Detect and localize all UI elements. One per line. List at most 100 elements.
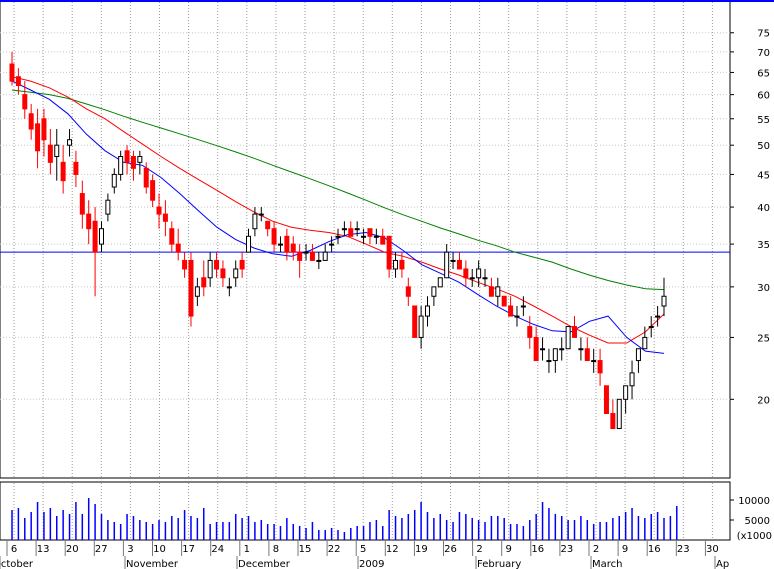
day-tick-label: 1 [244, 544, 250, 555]
candle-body [380, 235, 386, 245]
candle-body [98, 228, 104, 245]
day-tick-label: 9 [622, 544, 628, 555]
candle-body [482, 277, 488, 280]
month-label: December [238, 559, 291, 569]
candle-body [130, 156, 136, 169]
candle-body [265, 220, 271, 230]
candle-body [642, 336, 648, 350]
candle-body [514, 315, 520, 318]
candle-body [386, 235, 392, 270]
candle-body [444, 251, 450, 279]
candle-body [635, 348, 641, 362]
candle-body [252, 213, 258, 230]
day-tick-label: 26 [444, 544, 457, 555]
day-tick-label: 2 [476, 544, 482, 555]
candle-body [54, 144, 60, 158]
moving-average-line [11, 89, 665, 291]
candle-body [35, 123, 41, 152]
candle-body [520, 305, 526, 308]
candle-body [329, 243, 335, 246]
candle-body [508, 305, 514, 317]
price-tick-label: 60 [757, 91, 770, 102]
candle-body [309, 251, 315, 261]
price-tick-label: 35 [757, 240, 770, 251]
candle-body [335, 235, 341, 238]
day-tick-label: 10 [153, 544, 166, 555]
candle-body [239, 259, 245, 270]
price-tick-label: 55 [757, 115, 770, 126]
candles [9, 51, 667, 430]
candle-body [92, 220, 98, 253]
candle-body [661, 295, 667, 307]
candle-body [565, 326, 571, 350]
month-label: March [592, 559, 622, 569]
volume-tick-label: 10000 [738, 496, 770, 507]
candle-body [182, 259, 188, 270]
month-label: Ap [716, 559, 729, 569]
candle-body [501, 295, 507, 307]
day-tick-label: 30 [706, 544, 719, 555]
candle-body [348, 228, 354, 237]
price-tick-label: 20 [757, 395, 770, 406]
candle-body [629, 372, 635, 387]
candle-body [271, 228, 277, 245]
candle-body [597, 360, 603, 374]
price-tick-label: 50 [757, 141, 770, 152]
day-tick-label: 9 [506, 544, 512, 555]
candle-body [431, 286, 437, 297]
candle-body [610, 413, 616, 430]
candle-body [175, 243, 181, 253]
candle-body [316, 259, 322, 262]
volume-tick-label: 5000 [745, 516, 770, 527]
x-axis-labels: 6 13 20 27 3 10 17 24 1 8 15 22 5 12 19 26 2 9 16 23 2 9 16 23 3… [0, 541, 729, 569]
month-label: 2009 [359, 559, 384, 569]
candle-body [393, 259, 399, 270]
volume-tick-labels: 5000 10000 (x1000 [730, 496, 772, 542]
candle-body [341, 228, 347, 231]
candle-body [463, 268, 469, 279]
candle-body [488, 286, 494, 297]
candle-body [28, 113, 34, 130]
price-tick-labels: 20 25 30 35 40 45 50 55 60 65 70 75 [730, 29, 770, 406]
volume-bars [11, 498, 678, 540]
day-tick-label: 16 [531, 544, 544, 555]
day-tick-label: 27 [95, 544, 108, 555]
day-tick-label: 3 [127, 544, 133, 555]
price-tick-label: 45 [757, 170, 770, 181]
candle-body [188, 259, 194, 317]
candle-body [162, 213, 168, 222]
candle-body [105, 199, 111, 215]
day-tick-label: 20 [66, 544, 79, 555]
candle-body [405, 286, 411, 297]
candle-body [540, 348, 546, 351]
month-label: November [126, 559, 179, 569]
day-tick-label: 16 [648, 544, 661, 555]
day-tick-label: 19 [415, 544, 428, 555]
candle-body [476, 268, 482, 279]
price-tick-label: 70 [757, 48, 770, 59]
candle-body [584, 348, 590, 362]
candle-body [303, 251, 309, 254]
candle-body [412, 305, 418, 338]
candle-body [655, 315, 661, 318]
candle-body [367, 228, 373, 237]
candle-body [22, 94, 28, 110]
candle-body [399, 259, 405, 270]
candle-body [361, 235, 367, 238]
candle-body [137, 156, 143, 163]
candle-body [456, 259, 462, 270]
candle-body [591, 360, 597, 363]
volume-panel [0, 481, 731, 541]
candle-body [60, 161, 66, 182]
month-label: October [0, 559, 34, 569]
candle-body [15, 76, 21, 87]
candle-body [437, 277, 443, 288]
candle-body [552, 348, 558, 362]
candle-body [290, 243, 296, 253]
candle-body [559, 348, 565, 351]
candle-body [258, 213, 264, 216]
day-tick-label: 22 [328, 544, 341, 555]
price-tick-label: 75 [757, 29, 770, 40]
candle-body [73, 161, 79, 175]
